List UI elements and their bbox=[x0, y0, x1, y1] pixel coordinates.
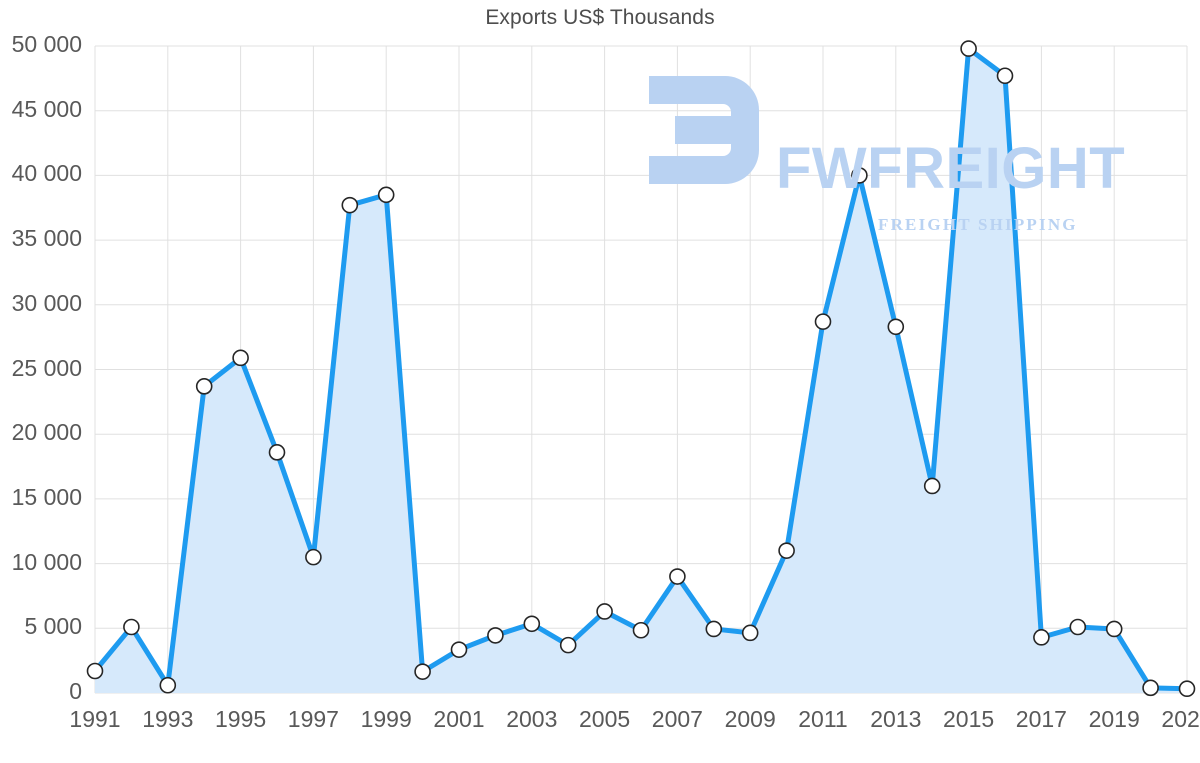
x-axis-tick-label: 2001 bbox=[433, 706, 485, 732]
x-axis-tick-label: 2015 bbox=[943, 706, 995, 732]
x-axis-tick-label: 2013 bbox=[870, 706, 922, 732]
data-point[interactable] bbox=[450, 641, 468, 658]
y-axis-tick-label: 25 000 bbox=[11, 354, 82, 381]
data-point[interactable] bbox=[887, 318, 905, 336]
x-axis-tick-label: 2003 bbox=[506, 706, 558, 732]
data-point[interactable] bbox=[195, 378, 213, 395]
data-point[interactable] bbox=[741, 624, 759, 642]
data-point[interactable] bbox=[414, 663, 431, 680]
data-point[interactable] bbox=[377, 186, 395, 204]
y-axis-tick-label: 35 000 bbox=[11, 225, 82, 252]
x-axis-tick-label: 1991 bbox=[69, 706, 121, 732]
y-axis-tick-label: 40 000 bbox=[11, 160, 82, 187]
data-point[interactable] bbox=[923, 477, 941, 495]
x-axis-tick-label: 2011 bbox=[798, 706, 848, 732]
x-axis-tick-label: 1995 bbox=[215, 706, 267, 732]
data-point[interactable] bbox=[268, 444, 286, 461]
chart-title: Exports US$ Thousands bbox=[485, 6, 715, 29]
data-point[interactable] bbox=[305, 548, 322, 566]
x-axis-tick-label: 1993 bbox=[142, 706, 194, 732]
y-axis-tick-label: 5 000 bbox=[24, 613, 82, 640]
y-axis-tick-label: 15 000 bbox=[11, 483, 82, 510]
data-point[interactable] bbox=[341, 196, 359, 214]
data-point[interactable] bbox=[523, 615, 541, 633]
y-axis-tick-label: 45 000 bbox=[11, 95, 82, 122]
y-axis-tick-label: 50 000 bbox=[11, 31, 82, 57]
data-point[interactable] bbox=[705, 620, 723, 638]
series-data-points[interactable] bbox=[86, 40, 1196, 698]
x-axis-tick-label: 2005 bbox=[579, 706, 631, 732]
data-point[interactable] bbox=[1033, 629, 1050, 646]
data-point[interactable] bbox=[487, 627, 504, 644]
y-axis-tick-label: 10 000 bbox=[11, 548, 82, 575]
data-point[interactable] bbox=[596, 603, 613, 620]
data-point[interactable] bbox=[123, 618, 140, 636]
x-axis-tick-label: 2007 bbox=[651, 706, 703, 732]
data-point[interactable] bbox=[669, 568, 686, 585]
data-point[interactable] bbox=[996, 67, 1014, 85]
data-point[interactable] bbox=[778, 542, 795, 559]
y-axis-tick-label: 0 bbox=[69, 678, 82, 704]
data-point[interactable] bbox=[1105, 620, 1123, 638]
data-point[interactable] bbox=[232, 349, 249, 367]
data-point[interactable] bbox=[814, 313, 832, 330]
x-axis-tick-label: 2019 bbox=[1088, 706, 1140, 732]
data-point[interactable] bbox=[632, 621, 650, 639]
data-point[interactable] bbox=[1069, 618, 1087, 636]
data-point[interactable] bbox=[1178, 680, 1196, 698]
y-axis-tick-label: 30 000 bbox=[11, 289, 82, 316]
y-axis-tick-label: 20 000 bbox=[11, 419, 82, 446]
x-axis-tick-label: 2017 bbox=[1015, 706, 1067, 732]
data-point[interactable] bbox=[159, 676, 177, 694]
series-area-fill bbox=[95, 48, 1187, 693]
data-point[interactable] bbox=[1142, 679, 1159, 697]
x-axis-tick-label: 2021 bbox=[1161, 706, 1200, 732]
data-point[interactable] bbox=[86, 662, 104, 680]
x-axis-tick-label: 1999 bbox=[360, 706, 412, 732]
data-point[interactable] bbox=[851, 167, 868, 184]
data-point[interactable] bbox=[960, 40, 977, 57]
data-point[interactable] bbox=[559, 636, 577, 654]
x-axis-tick-label: 2009 bbox=[724, 706, 776, 732]
x-axis-tick-label: 1997 bbox=[287, 706, 339, 732]
